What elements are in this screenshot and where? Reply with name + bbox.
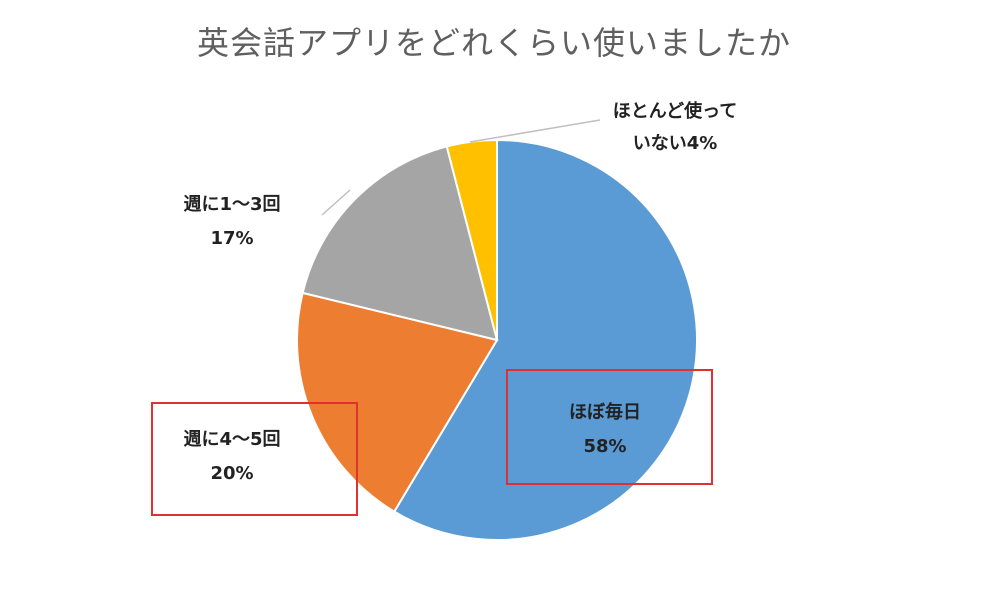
pie-slices bbox=[296, 138, 698, 541]
slice-1-3-per-week bbox=[301, 145, 499, 342]
data-label-1-3-per-week: 週に1〜3回 17% bbox=[183, 194, 280, 249]
data-label-4-5-per-week: 週に4〜5回 20% bbox=[183, 429, 280, 484]
leader-lines bbox=[321, 119, 601, 216]
leader-line-rarely-used bbox=[469, 119, 601, 143]
highlight-boxes bbox=[151, 369, 713, 516]
leader-line-1-3-per-week bbox=[321, 189, 351, 216]
slice-mostly-daily bbox=[392, 138, 698, 541]
data-label-mostly-daily: ほぼ毎日 58% bbox=[569, 401, 641, 457]
highlight-box-mostly-daily bbox=[506, 369, 713, 485]
chart-title: 英会話アプリをどれくらい使いましたか bbox=[196, 24, 791, 62]
highlight-box-4-5-per-week bbox=[151, 402, 358, 516]
slice-4-5-per-week bbox=[296, 291, 499, 513]
data-labels: ほぼ毎日 58% 週に4〜5回 20% 週に1〜3回 17% ほとんど使っていない4% bbox=[183, 101, 737, 484]
data-label-rarely-used: ほとんど使っていない4% bbox=[613, 101, 738, 154]
